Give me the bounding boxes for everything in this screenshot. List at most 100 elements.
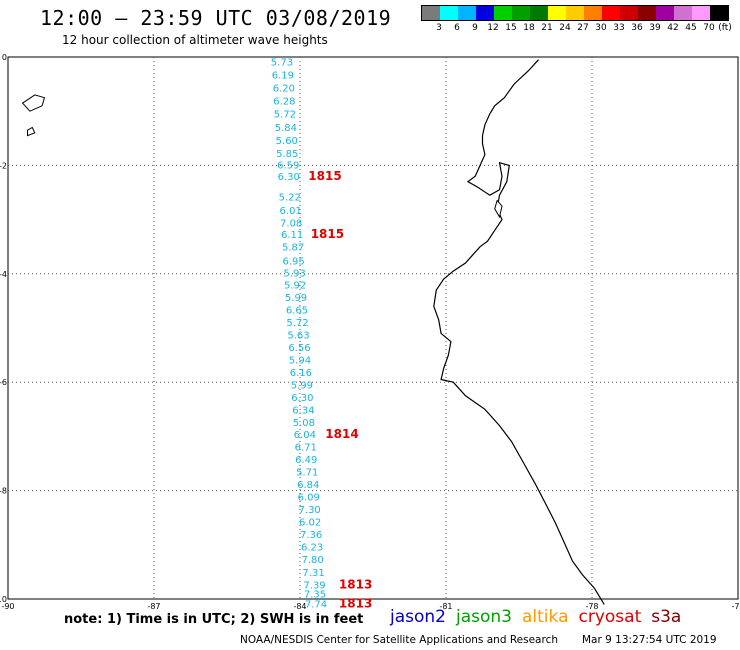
- wave-height-label: 7.31: [302, 568, 324, 579]
- wave-height-label: 6.01: [280, 206, 302, 217]
- wave-height-label: 5.85: [276, 149, 298, 160]
- y-tick-label: -6: [0, 378, 7, 387]
- satellite-jason2: jason2: [390, 607, 446, 627]
- legend-swatch: [602, 6, 620, 20]
- credit-text: NOAA/NESDIS Center for Satellite Applica…: [240, 634, 558, 646]
- wave-height-label: 5.63: [287, 331, 309, 342]
- legend-label: 39: [649, 23, 661, 33]
- legend-swatch: [440, 6, 458, 20]
- wave-height-label: 5.99: [291, 380, 313, 391]
- wave-height-label: 5.99: [285, 293, 307, 304]
- wave-height-label: 5.71: [296, 468, 318, 479]
- legend-label: 27: [577, 23, 589, 33]
- legend-label: 15: [505, 23, 517, 33]
- y-tick-label: -8: [0, 487, 7, 496]
- legend-label: 36: [631, 23, 643, 33]
- wave-height-label: 5.72: [286, 318, 308, 329]
- legend-label: 9: [472, 23, 478, 33]
- legend-label: 24: [559, 23, 571, 33]
- satellite-altika: altika: [522, 607, 569, 627]
- page-title: 12:00 — 23:59 UTC 03/08/2019: [40, 6, 392, 30]
- island: [21, 94, 46, 112]
- legend-swatch: [458, 6, 476, 20]
- generated-timestamp: Mar 9 13:27:54 UTC 2019: [582, 634, 717, 646]
- footer-note: note: 1) Time is in UTC; 2) SWH is in fe…: [64, 612, 364, 627]
- legend-label: 18: [523, 23, 535, 33]
- legend-label: 45: [685, 23, 697, 33]
- x-tick-label: -75: [731, 602, 740, 611]
- pass-time-label: 1815: [311, 227, 344, 241]
- legend-label: 70: [703, 23, 715, 33]
- y-tick-label: 0: [2, 53, 7, 62]
- island: [27, 126, 36, 137]
- page-subtitle: 12 hour collection of altimeter wave hei…: [62, 33, 328, 47]
- legend-unit: (ft): [718, 23, 732, 33]
- legend-swatch: [692, 6, 710, 20]
- y-tick-label: -10: [0, 595, 7, 604]
- wave-height-label: 6.19: [272, 70, 294, 81]
- wave-height-label: 6.16: [290, 368, 312, 379]
- x-tick-label: -78: [585, 602, 598, 611]
- wave-height-label: 6.28: [273, 96, 295, 107]
- legend-swatch: [674, 6, 692, 20]
- legend-labels: 3 6 9 12 15 18 21 24 27 30 33 36 39 42 45 70 (ft): [421, 21, 732, 33]
- wave-height-label: 6.04: [294, 430, 316, 441]
- wave-height-label: 6.23: [301, 542, 323, 553]
- wave-height-label: 6.09: [298, 493, 320, 504]
- legend-swatch: [476, 6, 494, 20]
- legend-label: 12: [487, 23, 499, 33]
- wave-height-label: 7.74: [305, 599, 327, 610]
- wave-height-label: 6.02: [299, 517, 321, 528]
- y-tick-label: -4: [0, 270, 7, 279]
- legend-swatch: [638, 6, 656, 20]
- wave-height-label: 7.39: [303, 580, 325, 591]
- satellite-legend: jason2 jason3 altika cryosat s3a: [390, 607, 691, 627]
- wave-height-label: 6.95: [282, 256, 304, 267]
- satellite-cryosat: cryosat: [578, 607, 642, 627]
- wave-height-label: 7.80: [301, 555, 323, 566]
- wave-height-label: 5.94: [289, 355, 311, 366]
- legend-color-bar: [421, 5, 729, 21]
- wave-height-label: 6.30: [291, 393, 313, 404]
- wave-height-label: 6.56: [288, 343, 310, 354]
- wave-height-label: 5.60: [276, 136, 298, 147]
- legend-swatch: [566, 6, 584, 20]
- wave-height-label: 7.08: [280, 218, 302, 229]
- legend-swatch: [422, 6, 440, 20]
- y-tick-label: -2: [0, 161, 7, 170]
- wave-height-label: 6.59: [277, 160, 299, 171]
- legend-swatch: [512, 6, 530, 20]
- wave-height-label: 7.35: [304, 590, 326, 601]
- x-tick-label: -87: [147, 602, 160, 611]
- legend-swatch: [620, 6, 638, 20]
- legend-swatch: [530, 6, 548, 20]
- map-frame: [7, 56, 739, 600]
- wave-height-label: 5.84: [275, 123, 297, 134]
- wave-height-label: 6.30: [278, 172, 300, 183]
- x-tick-label: -90: [1, 602, 14, 611]
- legend-label: 30: [595, 23, 607, 33]
- legend-swatch: [584, 6, 602, 20]
- wave-height-label: 5.93: [283, 269, 305, 280]
- wave-height-label: 6.20: [273, 83, 295, 94]
- wave-height-label: 5.22: [279, 192, 301, 203]
- wave-height-label: 6.71: [295, 443, 317, 454]
- legend-label: 33: [613, 23, 625, 33]
- pass-time-label: 1814: [325, 427, 358, 441]
- legend-label: 42: [667, 23, 679, 33]
- color-legend: 3 6 9 12 15 18 21 24 27 30 33 36 39 42 45 70 (ft): [421, 5, 732, 33]
- legend-swatch: [656, 6, 674, 20]
- wave-height-label: 5.87: [282, 243, 304, 254]
- pass-time-label: 1815: [308, 169, 341, 183]
- legend-label: 6: [454, 23, 460, 33]
- coastline: [433, 59, 605, 605]
- legend-swatch: [548, 6, 566, 20]
- wave-height-label: 5.73: [271, 57, 293, 68]
- wave-height-label: 7.36: [300, 530, 322, 541]
- wave-height-label: 6.84: [297, 480, 319, 491]
- x-tick-label: -81: [439, 602, 452, 611]
- wave-height-label: 6.49: [295, 455, 317, 466]
- wave-height-label: 7.30: [299, 505, 321, 516]
- pass-time-label: 1813: [339, 577, 372, 591]
